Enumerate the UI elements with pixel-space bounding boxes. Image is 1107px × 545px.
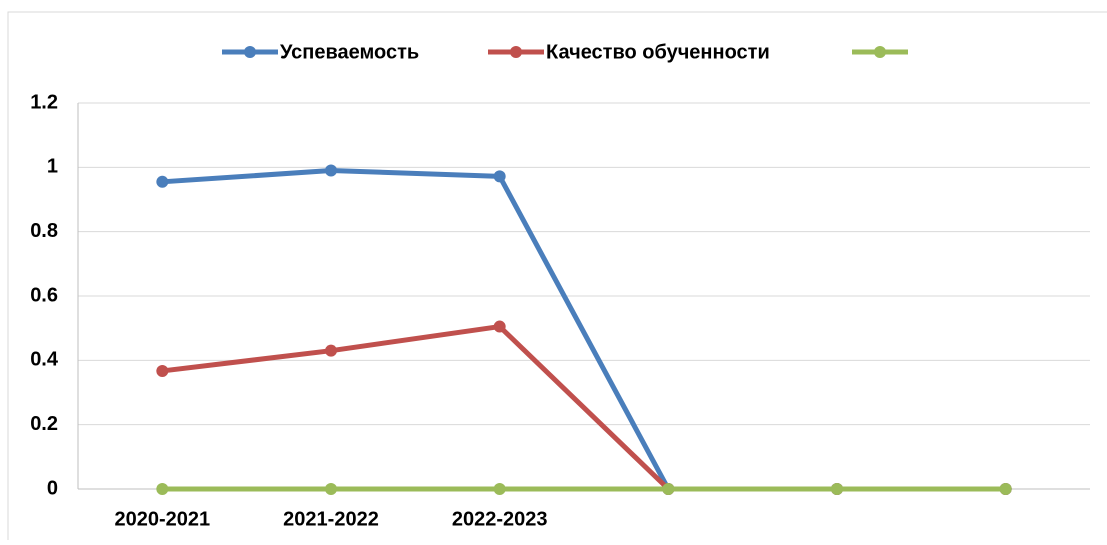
series-line — [162, 324, 1006, 492]
y-tick-label: 0.4 — [30, 349, 59, 371]
y-tick-label: 0 — [47, 477, 58, 499]
legend-label: Качество обученности — [546, 41, 770, 63]
x-tick-label: 2020-2021 — [115, 508, 211, 530]
series-line — [162, 168, 1006, 492]
x-tick-label: 2021-2022 — [283, 508, 379, 530]
point — [493, 320, 506, 333]
x-tick-label: 2022-2023 — [452, 508, 548, 530]
legend-marker — [244, 46, 256, 58]
legend-label: Успеваемость — [280, 41, 419, 63]
point — [325, 483, 337, 495]
point — [999, 483, 1012, 495]
point — [831, 483, 843, 495]
chart-frame — [7, 11, 1107, 545]
point — [662, 483, 675, 495]
y-tick-label: 0.6 — [30, 284, 58, 306]
point — [156, 175, 169, 188]
point — [156, 483, 169, 495]
y-tick-label: 0.2 — [30, 413, 58, 435]
legend-marker — [510, 46, 522, 58]
point — [156, 364, 169, 377]
y-tick-label: 1 — [47, 156, 58, 178]
legend-marker — [874, 46, 886, 58]
point — [493, 170, 506, 183]
y-tick-label: 0.8 — [30, 220, 58, 242]
point — [325, 344, 337, 357]
y-tick-label: 1.2 — [30, 91, 58, 113]
point — [325, 164, 337, 177]
point — [493, 483, 506, 495]
